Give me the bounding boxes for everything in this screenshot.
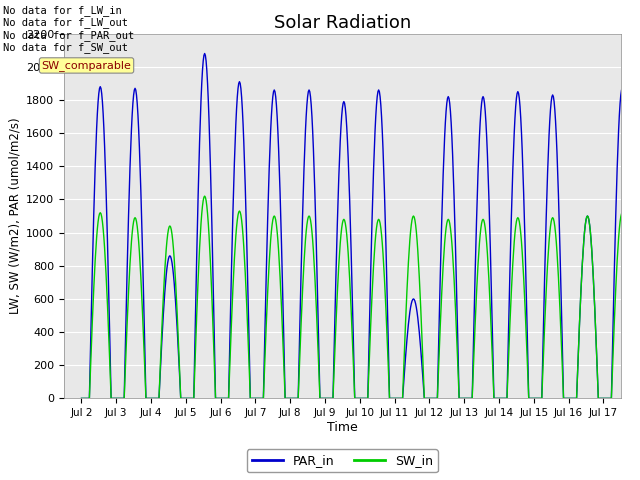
Legend: PAR_in, SW_in: PAR_in, SW_in	[247, 449, 438, 472]
PAR_in	[479, 96, 486, 101]
PAR_in	[548, 94, 556, 99]
SW_in	[634, 396, 640, 401]
SW_in	[201, 193, 209, 199]
SW_in	[200, 194, 208, 200]
PAR_in	[86, 363, 94, 369]
PAR_in	[154, 396, 161, 401]
PAR_in	[531, 396, 539, 401]
Y-axis label: LW, SW (W/m2), PAR (umol/m2/s): LW, SW (W/m2), PAR (umol/m2/s)	[9, 118, 22, 314]
SW_in	[154, 396, 161, 401]
SW_in	[86, 376, 94, 382]
Line: PAR_in: PAR_in	[81, 53, 638, 398]
PAR_in	[634, 396, 640, 401]
X-axis label: Time: Time	[327, 421, 358, 434]
Line: SW_in: SW_in	[81, 196, 638, 398]
PAR_in	[200, 52, 208, 58]
SW_in	[77, 396, 85, 401]
PAR_in	[201, 50, 209, 56]
SW_in	[531, 396, 539, 401]
PAR_in	[77, 396, 85, 401]
SW_in	[548, 216, 556, 222]
Text: SW_comparable: SW_comparable	[42, 60, 131, 71]
Text: No data for f_LW_in
No data for f_LW_out
No data for f_PAR_out
No data for f_SW_: No data for f_LW_in No data for f_LW_out…	[3, 5, 134, 53]
Title: Solar Radiation: Solar Radiation	[274, 14, 411, 32]
SW_in	[479, 217, 486, 223]
